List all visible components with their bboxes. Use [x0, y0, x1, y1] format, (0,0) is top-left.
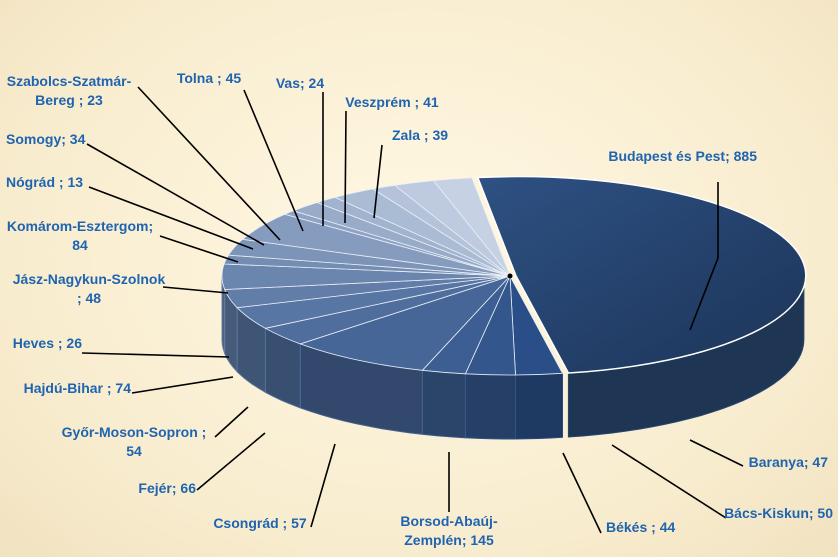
leader-line-b-k-s	[562, 452, 602, 534]
leader-line-somogy	[86, 143, 265, 246]
leader-line-heves	[81, 352, 230, 358]
slice-label-heves: Heves ; 26	[13, 335, 82, 351]
leader-line-kom-rom-esztergom	[159, 235, 239, 263]
leader-line-budapest-s-pest	[689, 182, 719, 331]
leader-line-j-sz-nagykun-szolnok	[162, 286, 229, 294]
pie-side-baranya	[515, 372, 563, 440]
leader-line-b-cs-kiskun	[611, 444, 727, 519]
leader-line-veszpr-m	[344, 110, 347, 224]
slice-label-b-cs-kiskun: Bács-Kiskun; 50	[724, 505, 833, 521]
slice-label-somogy: Somogy; 34	[6, 131, 86, 147]
slice-label-csongr-d: Csongrád ; 57	[213, 515, 307, 531]
pie-side-b-k-s	[421, 369, 466, 439]
slice-label-szabolcs-szatm-r-bereg: Szabolcs-Szatmár-Bereg ; 23	[7, 73, 132, 108]
pie-center-point	[507, 273, 513, 279]
leader-line-fej-r	[196, 432, 266, 491]
slice-label-gy-r-moson-sopron: Győr-Moson-Sopron ; 54	[62, 424, 207, 459]
slice-label-fej-r: Fejér; 66	[138, 480, 196, 496]
slice-label-b-k-s: Békés ; 44	[606, 519, 675, 535]
slice-label-hajd-bihar: Hajdú-Bihar ; 74	[24, 380, 132, 396]
leader-line-zala	[373, 144, 383, 219]
slice-label-budapest-s-pest: Budapest és Pest; 885	[608, 148, 757, 164]
leader-line-n-gr-d	[88, 186, 254, 250]
pie-slice-budapest-s-pest	[476, 175, 807, 374]
pie-slice-zala	[432, 177, 511, 277]
slice-label-vas: Vas; 24	[276, 75, 324, 91]
pie-side-b-cs-kiskun	[464, 373, 516, 440]
leader-line-tolna	[243, 89, 304, 232]
leader-line-csongr-d	[310, 443, 336, 528]
leader-line-gy-r-moson-sopron	[214, 406, 249, 438]
slice-label-baranya: Baranya; 47	[749, 454, 829, 470]
leader-line-hajd-bihar	[131, 376, 234, 394]
leader-line-szabolcs-szatm-r-bereg	[137, 86, 281, 241]
slice-label-n-gr-d: Nógrád ; 13	[6, 174, 83, 190]
slice-label-zala: Zala ; 39	[392, 127, 448, 143]
slice-label-borsod-aba-j-zempl-n: Borsod-Abaúj-Zemplén; 145	[400, 513, 498, 548]
leader-line-baranya	[689, 439, 744, 467]
slice-label-tolna: Tolna ; 45	[177, 70, 242, 86]
slice-label-j-sz-nagykun-szolnok: Jász-Nagykun-Szolnok; 48	[13, 271, 166, 306]
slice-label-veszpr-m: Veszprém ; 41	[345, 94, 439, 110]
pie-slice-borsod-aba-j-zempl-n	[299, 275, 512, 371]
slice-label-kom-rom-esztergom: Komárom-Esztergom; 84	[7, 218, 153, 253]
